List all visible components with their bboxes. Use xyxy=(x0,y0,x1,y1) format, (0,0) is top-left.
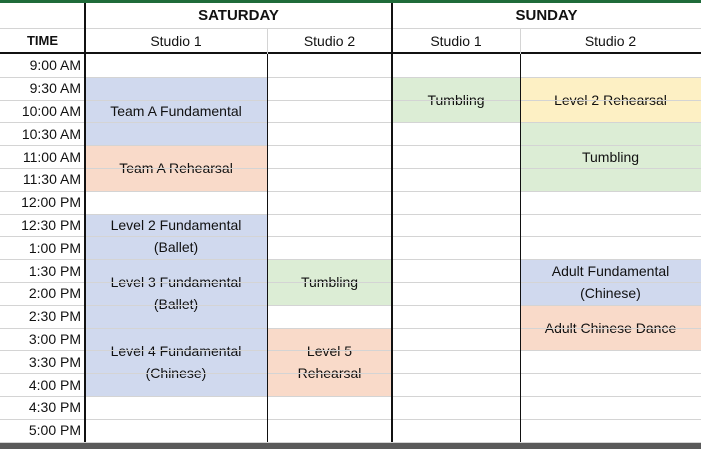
time-slot-label[interactable]: 11:00 AM xyxy=(22,148,81,165)
event-block[interactable]: Adult Fundamental (Chinese) xyxy=(520,259,701,305)
time-slot-label[interactable]: 9:00 AM xyxy=(29,57,81,74)
row-divider xyxy=(0,213,701,215)
row-divider xyxy=(0,28,701,29)
studio-header-sun-1[interactable]: Studio 1 xyxy=(430,32,482,49)
column-divider xyxy=(520,28,521,54)
row-divider xyxy=(0,122,701,124)
day-header-sunday[interactable]: SUNDAY xyxy=(515,7,578,24)
row-divider xyxy=(0,373,701,375)
row-divider xyxy=(0,168,701,169)
column-divider xyxy=(520,54,521,442)
event-block[interactable]: Level 5 Rehearsal xyxy=(267,327,392,396)
event-block[interactable]: Tumbling xyxy=(520,122,701,191)
time-slot-label[interactable]: 1:00 PM xyxy=(28,239,81,256)
row-divider xyxy=(0,282,701,283)
event-block[interactable]: Tumbling xyxy=(267,259,392,305)
row-divider xyxy=(0,441,701,443)
row-divider xyxy=(0,350,701,352)
column-divider xyxy=(267,28,268,54)
time-slot-label[interactable]: 12:00 PM xyxy=(21,194,81,211)
event-block[interactable]: Team A Fundamental xyxy=(85,76,267,146)
row-divider xyxy=(0,259,701,261)
column-divider xyxy=(84,3,86,442)
time-slot-label[interactable]: 10:30 AM xyxy=(21,125,81,142)
time-slot-label[interactable]: 11:30 AM xyxy=(22,171,81,188)
row-divider xyxy=(0,76,701,78)
time-slot-label[interactable]: 1:30 PM xyxy=(28,262,81,279)
time-slot-label[interactable]: 5:00 PM xyxy=(28,422,81,439)
time-slot-label[interactable]: 3:30 PM xyxy=(28,353,81,370)
event-block[interactable]: Level 3 Fundamental (Ballet) xyxy=(85,259,267,328)
time-slot-label[interactable]: 12:30 PM xyxy=(21,216,81,233)
time-slot-label[interactable]: 10:00 AM xyxy=(21,102,81,119)
row-divider xyxy=(0,236,701,238)
time-column-header[interactable]: TIME xyxy=(26,33,59,48)
row-divider xyxy=(0,190,701,192)
studio-header-sat-2[interactable]: Studio 2 xyxy=(303,32,356,49)
row-divider xyxy=(0,418,701,420)
column-divider xyxy=(391,3,393,442)
time-slot-label[interactable]: 2:00 PM xyxy=(28,285,81,302)
time-slot-label[interactable]: 4:00 PM xyxy=(28,376,81,393)
studio-header-sun-2[interactable]: Studio 2 xyxy=(584,32,637,49)
event-block[interactable]: Team A Rehearsal xyxy=(85,145,267,191)
row-divider xyxy=(0,327,701,329)
row-divider xyxy=(0,304,701,306)
time-slot-label[interactable]: 9:30 AM xyxy=(29,80,81,97)
sheet-bottom-bar xyxy=(0,443,701,449)
time-slot-label[interactable]: 2:30 PM xyxy=(28,308,81,325)
studio-header-sat-1[interactable]: Studio 1 xyxy=(150,32,202,49)
row-divider xyxy=(0,99,701,101)
day-header-saturday[interactable]: SATURDAY xyxy=(198,7,279,24)
window-accent-bar xyxy=(0,0,701,3)
time-slot-label[interactable]: 4:30 PM xyxy=(28,399,81,416)
header-divider xyxy=(0,52,701,54)
event-block[interactable]: Level 4 Fundamental (Chinese) xyxy=(85,327,267,396)
row-divider xyxy=(0,145,701,147)
column-divider xyxy=(267,54,268,442)
row-divider xyxy=(0,396,701,397)
time-slot-label[interactable]: 3:00 PM xyxy=(28,330,81,347)
